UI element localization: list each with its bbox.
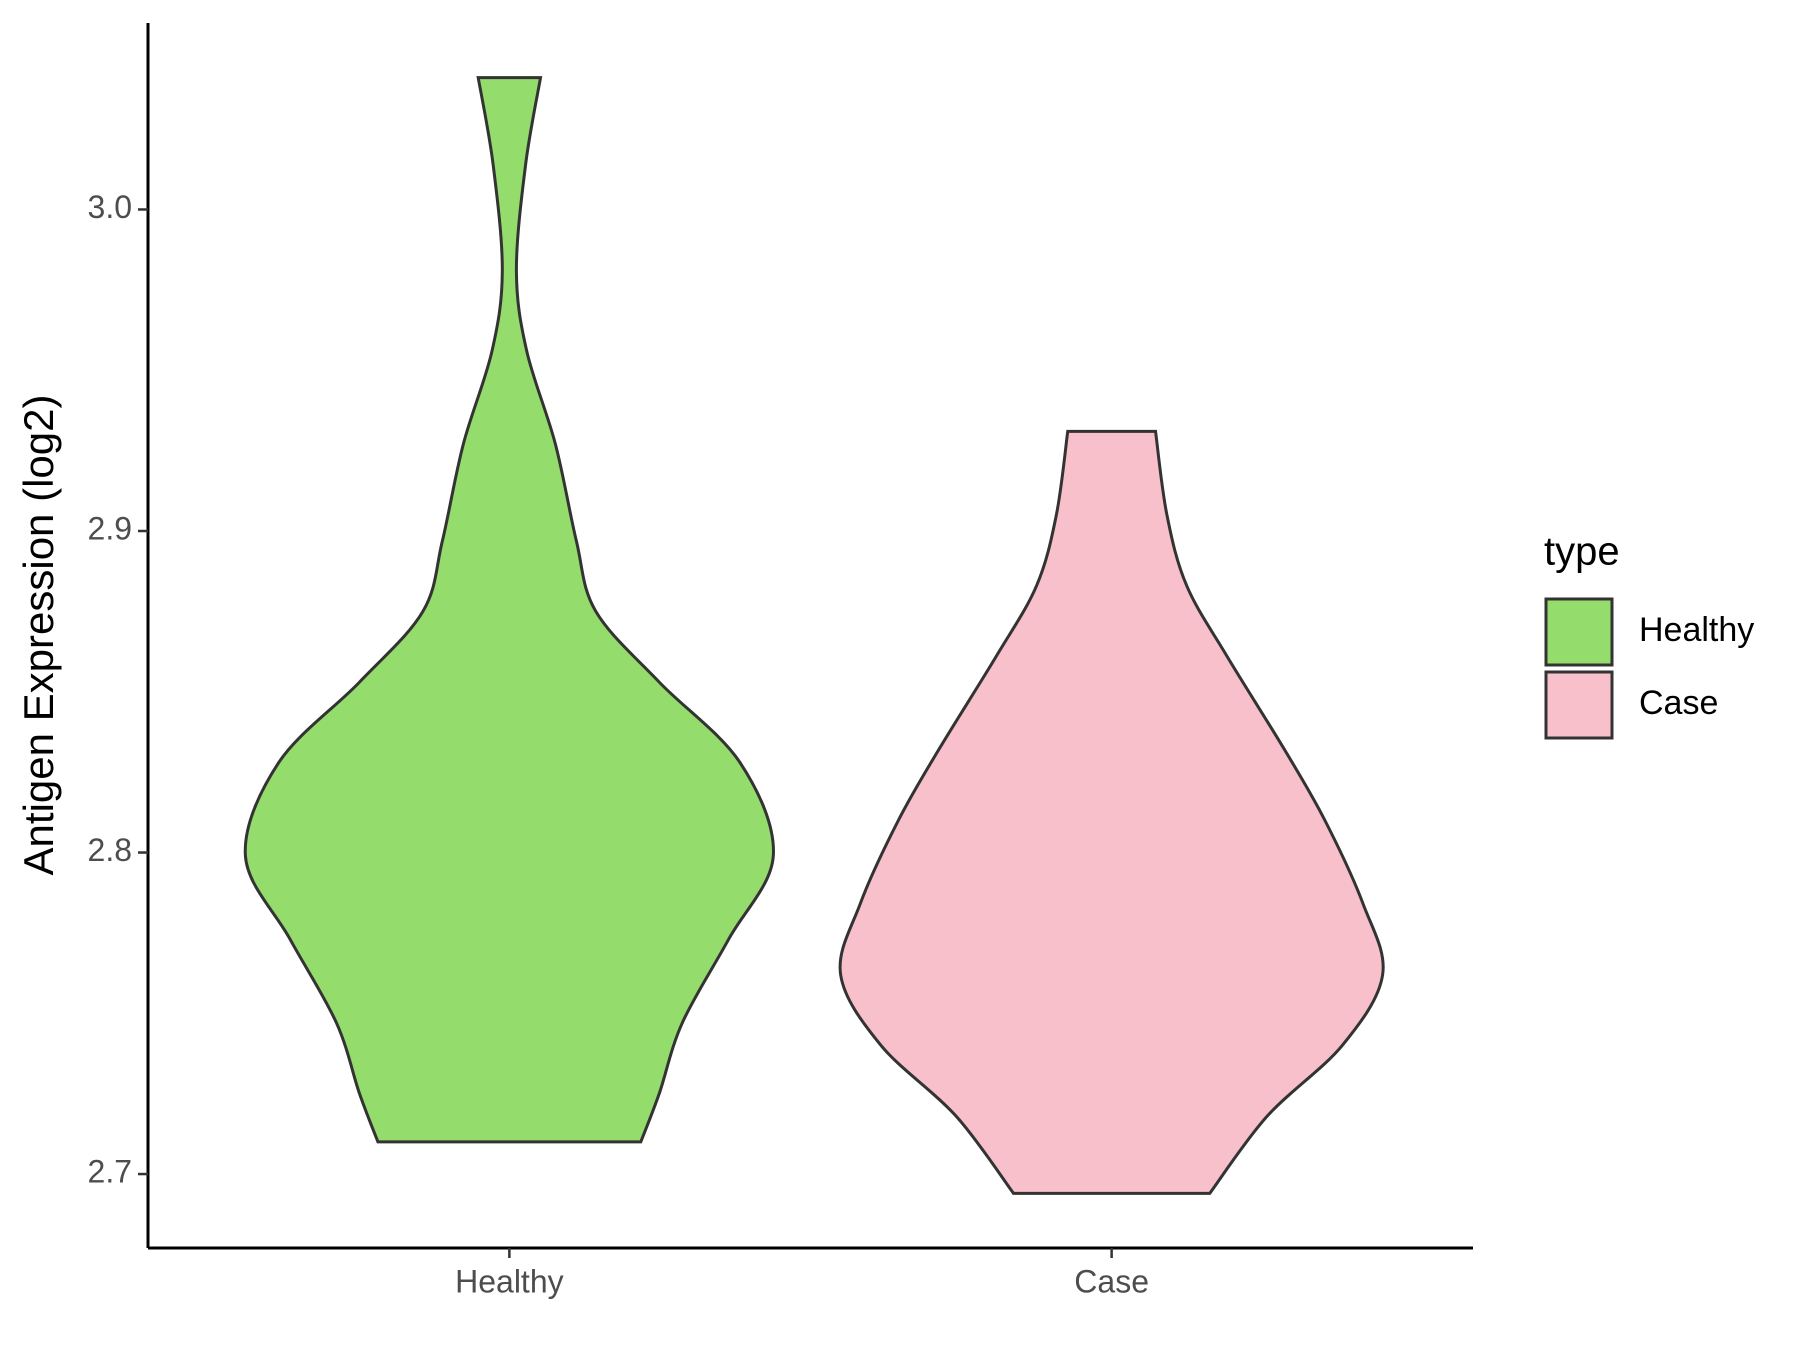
legend-label: Healthy — [1639, 611, 1754, 649]
violin — [243, 76, 775, 1144]
legend-label: Case — [1639, 684, 1718, 722]
violin — [838, 429, 1385, 1195]
legend-key — [1544, 597, 1614, 667]
legend-key — [1544, 670, 1614, 740]
y-axis-title: Antigen Expression (log2) — [15, 395, 62, 876]
y-tick-label: 2.7 — [88, 1154, 132, 1190]
legend-title: type — [1544, 530, 1620, 574]
y-tick-label: 2.9 — [88, 510, 132, 546]
x-tick-label: Case — [1074, 1263, 1149, 1299]
x-tick-label: Healthy — [455, 1263, 564, 1299]
y-tick-label: 3.0 — [88, 189, 132, 225]
y-tick-label: 2.8 — [88, 832, 132, 868]
